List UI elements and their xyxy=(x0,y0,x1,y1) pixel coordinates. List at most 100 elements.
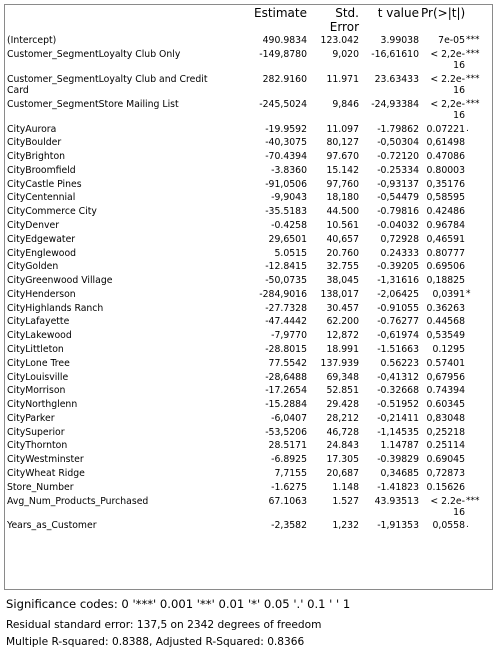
row-t-value: 0,34685 xyxy=(380,468,419,480)
table-row: CityAurora -19.9592 11.097 -1.79862 0.07221. xyxy=(5,122,488,136)
row-significance xyxy=(465,205,488,219)
row-std-error: 52.851 xyxy=(326,385,359,397)
row-p-value: 0.42486 xyxy=(426,206,465,218)
row-t-value: -0.51952 xyxy=(377,399,419,411)
row-std-error: 18,180 xyxy=(326,192,359,204)
row-estimate: -91,0506 xyxy=(265,178,307,190)
row-std-error: 1.527 xyxy=(332,495,359,507)
header-estimate: Estimate xyxy=(253,6,307,20)
row-t-value: -0,93137 xyxy=(377,178,419,190)
row-t-value: -0.79816 xyxy=(377,206,419,218)
row-significance xyxy=(465,136,488,150)
row-significance: . xyxy=(466,520,469,531)
row-std-error: 80,127 xyxy=(326,137,359,149)
row-significance xyxy=(465,246,488,260)
table-row: CityMorrison -17.2654 52.851 -0.32668 0.7439… xyxy=(5,384,488,398)
table-row: CityDenver -0.4258 10.561 -0.04032 0.96784 xyxy=(5,219,488,233)
row-significance: *** xyxy=(466,49,480,60)
row-std-error: 97,760 xyxy=(326,178,359,190)
row-significance xyxy=(465,370,488,384)
table-row: CityLakewood -7,9770 12,872 -0,61974 0,53549 xyxy=(5,329,488,343)
row-term: CityGolden xyxy=(7,261,59,273)
row-std-error: 137.939 xyxy=(320,357,359,369)
row-p-value: 0,53549 xyxy=(426,330,465,342)
row-term: Customer_SegmentLoyalty Club and Credit … xyxy=(7,73,208,96)
row-term: Customer_SegmentStore Mailing List xyxy=(7,98,179,110)
row-std-error: 46,728 xyxy=(326,426,359,438)
table-row: CityHighlands Ranch -27.7328 30.457 -0.9105… xyxy=(5,301,488,315)
row-t-value: -0.39829 xyxy=(377,454,419,466)
table-row: CityCentennial -9,9043 18,180 -0,54479 0,585… xyxy=(5,191,488,205)
row-estimate: -7,9770 xyxy=(271,330,307,342)
regression-table-frame xyxy=(4,4,493,590)
row-term: CityLakewood xyxy=(7,330,72,342)
table-row: CityLouisville -28,6488 69,348 -0,41312 0,67… xyxy=(5,370,488,384)
row-p-value: 7e-05 xyxy=(438,35,465,47)
row-significance: *** xyxy=(466,98,480,109)
row-significance xyxy=(465,315,488,329)
row-estimate: -245,5024 xyxy=(259,98,307,110)
row-term: CityEnglewood xyxy=(7,247,77,259)
row-term: CityBrighton xyxy=(7,151,66,163)
row-estimate: 67.1063 xyxy=(268,495,307,507)
row-t-value: 43.93513 xyxy=(374,495,419,507)
row-t-value: 3.99038 xyxy=(380,35,419,47)
row-p-value: 0.1295 xyxy=(432,344,465,356)
row-t-value: -0,54479 xyxy=(377,192,419,204)
row-p-value: 0.60345 xyxy=(426,399,465,411)
header-t-value: t value xyxy=(377,6,419,20)
row-std-error: 1.148 xyxy=(332,481,359,493)
row-estimate: 490.9834 xyxy=(262,35,307,47)
row-t-value: -24,93384 xyxy=(371,98,419,110)
row-std-error: 15.142 xyxy=(326,164,359,176)
row-t-value: -0.25334 xyxy=(377,164,419,176)
row-std-error: 28,212 xyxy=(326,412,359,424)
row-t-value: -1,31616 xyxy=(377,275,419,287)
row-significance xyxy=(465,467,488,481)
row-p-value: 0.80777 xyxy=(426,247,465,259)
row-significance: . xyxy=(466,123,469,134)
row-estimate: 7,7155 xyxy=(274,468,307,480)
row-estimate: 29,6501 xyxy=(268,233,307,245)
row-term: Customer_SegmentLoyalty Club Only xyxy=(7,49,181,61)
row-significance xyxy=(465,425,488,439)
row-significance xyxy=(465,384,488,398)
row-estimate: -47.4442 xyxy=(265,316,307,328)
row-std-error: 123.042 xyxy=(320,35,359,47)
row-p-value: 0.44568 xyxy=(426,316,465,328)
row-term: Store_Number xyxy=(7,481,74,493)
table-row: CityBoulder -40,3075 80,127 -0,50304 0,61498 xyxy=(5,136,488,150)
row-term: Years_as_Customer xyxy=(7,520,97,532)
table-row: CityEnglewood 5.0515 20.760 0.24333 0.80777 xyxy=(5,246,488,260)
row-significance xyxy=(465,177,488,191)
row-std-error: 9,020 xyxy=(332,49,359,61)
row-estimate: -19.9592 xyxy=(265,123,307,135)
row-estimate: -17.2654 xyxy=(265,385,307,397)
table-row: Years_as_Customer -2,3582 1,232 -1,91353 0,0… xyxy=(5,519,488,533)
row-term: CityCastle Pines xyxy=(7,178,82,190)
row-std-error: 62.200 xyxy=(326,316,359,328)
row-significance xyxy=(465,260,488,274)
row-std-error: 12,872 xyxy=(326,330,359,342)
row-term: CityBoulder xyxy=(7,137,62,149)
row-term: (Intercept) xyxy=(7,35,57,47)
row-estimate: -53,5206 xyxy=(265,426,307,438)
row-std-error: 38,045 xyxy=(326,275,359,287)
row-significance xyxy=(465,150,488,164)
row-std-error: 10.561 xyxy=(326,219,359,231)
row-t-value: -0,21411 xyxy=(377,412,419,424)
row-estimate: -40,3075 xyxy=(265,137,307,149)
row-t-value: -0.32668 xyxy=(377,385,419,397)
row-term: CityCentennial xyxy=(7,192,76,204)
row-estimate: 282.9160 xyxy=(262,73,307,85)
row-p-value: 0.69045 xyxy=(426,454,465,466)
row-term: CityHighlands Ranch xyxy=(7,302,104,314)
residual-standard-error: Residual standard error: 137,5 on 2342 d… xyxy=(6,619,322,631)
row-t-value: -0.91055 xyxy=(377,302,419,314)
table-row: CityWheat Ridge 7,7155 20,687 0,34685 0,7287… xyxy=(5,467,488,481)
regression-coefficients-table: Estimate Std. Error t value Pr(>|t|) (In… xyxy=(5,6,488,533)
table-row: Customer_SegmentLoyalty Club Only -149,87… xyxy=(5,48,488,73)
row-term: CityNorthglenn xyxy=(7,399,78,411)
row-std-error: 40,657 xyxy=(326,233,359,245)
row-t-value: -0,41312 xyxy=(377,371,419,383)
